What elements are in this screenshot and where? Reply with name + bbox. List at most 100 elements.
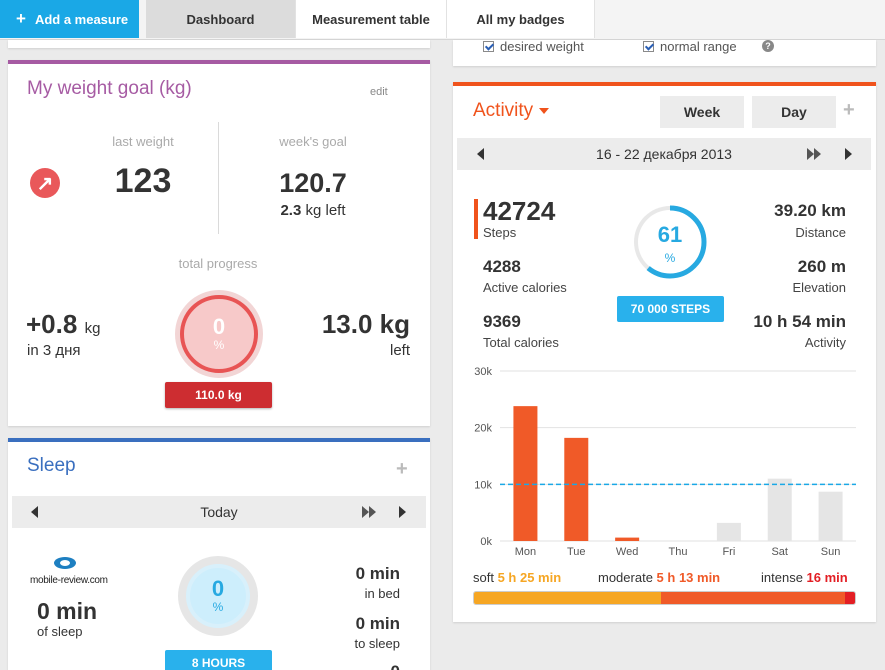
activity-title-dropdown[interactable]: Activity: [473, 100, 550, 122]
x-tick-label: Fri: [722, 546, 735, 558]
prev-arrow-icon[interactable]: [477, 148, 484, 160]
mobile-review-logo-text: mobile-review.com: [30, 575, 108, 586]
soft-segment: [474, 592, 661, 604]
checkbox-checked-icon[interactable]: [643, 41, 654, 52]
remaining-value: 13.0 kg: [321, 309, 410, 339]
in-bed-label: in bed: [364, 586, 400, 601]
distance-value: 39.20 km: [774, 201, 846, 220]
total-calories-value: 9369: [483, 312, 521, 331]
last-weight-label: last weight: [112, 134, 174, 149]
in-bed-value: 0 min: [355, 564, 400, 583]
plus-icon: +: [16, 9, 26, 28]
moderate-intensity: moderate 5 h 13 min: [598, 570, 720, 585]
activity-time-value: 10 h 54 min: [753, 312, 846, 331]
active-calories-value: 4288: [483, 257, 521, 276]
kg-left: 2.3 kg left: [248, 202, 378, 219]
weight-change-value: +0.8: [26, 309, 78, 339]
sleep-date-bar: Today: [12, 496, 426, 528]
moderate-label: moderate: [598, 570, 653, 585]
week-button[interactable]: Week: [660, 96, 744, 128]
weight-change-period: in 3 дня: [27, 342, 81, 359]
intense-intensity: intense 16 min: [761, 570, 848, 585]
x-tick-label: Tue: [567, 546, 586, 558]
bar-fri: [716, 522, 741, 541]
sleep-goal-badge: 8 HOURS: [165, 650, 272, 670]
weight-goal-title: My weight goal (kg): [27, 78, 192, 99]
weight-progress-ring: 0 %: [175, 290, 263, 378]
last-weight-value: 123: [114, 162, 172, 200]
tab-label: Measurement table: [312, 11, 430, 27]
fast-forward-icon[interactable]: [362, 506, 376, 518]
elevation-value: 260 m: [797, 257, 846, 276]
sleep-title: Sleep: [27, 455, 76, 476]
intensity-bar: [473, 591, 856, 605]
y-tick-label: 0k: [480, 536, 492, 548]
add-measure-label: Add a measure: [34, 11, 129, 27]
tab-all-my-badges[interactable]: All my badges: [447, 0, 595, 38]
moderate-segment: [660, 592, 846, 604]
sleep-duration-label: of sleep: [37, 624, 83, 639]
bar-sun: [818, 491, 843, 541]
bar-sat: [767, 478, 792, 541]
steps-label: Steps: [483, 225, 517, 240]
soft-value: 5 h 25 min: [497, 570, 562, 585]
add-sleep-button[interactable]: +: [396, 458, 408, 480]
remaining-label: left: [389, 342, 410, 359]
sleep-duration-value: 0 min: [37, 598, 98, 624]
tab-dashboard[interactable]: Dashboard: [146, 0, 296, 38]
steps-bar-chart: 0k 10k 20k 30k Mon Tue Wed Thu Fri Sat Sun: [474, 366, 856, 558]
distance-label: Distance: [795, 225, 846, 240]
help-icon[interactable]: ?: [762, 40, 774, 52]
to-sleep-value: 0 min: [355, 614, 400, 633]
fast-forward-icon[interactable]: [807, 148, 821, 160]
top-nav: + Add a measure Dashboard Measurement ta…: [0, 0, 885, 40]
total-calories-label: Total calories: [483, 335, 559, 350]
activity-date-range: 16 - 22 декабря 2013: [596, 146, 732, 162]
mobile-review-logo-icon: [52, 555, 78, 571]
desired-weight-option[interactable]: desired weight: [483, 38, 584, 56]
normal-range-option[interactable]: normal range: [643, 38, 737, 56]
intense-segment: [845, 592, 855, 604]
weeks-goal-label: week's goal: [279, 134, 347, 149]
moderate-value: 5 h 13 min: [656, 570, 721, 585]
total-progress-label: total progress: [178, 256, 258, 271]
kg-left-text: kg left: [305, 202, 346, 219]
sleep-card: Sleep + Today mobile-review.com 0 min of…: [8, 438, 430, 670]
tab-measurement-table[interactable]: Measurement table: [296, 0, 447, 38]
steps-progress-pct: 61: [657, 222, 683, 247]
sleep-progress-pct: 0: [211, 576, 225, 601]
activity-card: Activity Week Day + 16 - 22 декабря 2013…: [453, 82, 876, 622]
arrow-up-right-icon: ↗: [30, 168, 60, 198]
activity-date-bar: 16 - 22 декабря 2013: [457, 138, 871, 170]
weight-goal-card: My weight goal (kg) edit last weight ↗ 1…: [8, 60, 430, 426]
checkbox-checked-icon[interactable]: [483, 41, 494, 52]
sleep-progress-ring: 0 %: [178, 556, 258, 636]
steps-accent-bar: [474, 199, 478, 239]
edit-link[interactable]: edit: [370, 86, 388, 98]
steps-progress-ring: 61 %: [630, 202, 710, 282]
tab-label: Dashboard: [186, 11, 255, 27]
weight-progress-pct: 0: [212, 314, 226, 339]
next-arrow-icon[interactable]: [845, 148, 852, 160]
tab-label: All my badges: [476, 11, 565, 27]
bar-tue: [564, 437, 589, 541]
chevron-down-icon: [539, 108, 550, 114]
add-activity-button[interactable]: +: [843, 99, 855, 121]
next-arrow-icon[interactable]: [399, 506, 406, 518]
next-value: 0: [308, 662, 400, 670]
soft-intensity: soft 5 h 25 min: [473, 570, 561, 585]
weight-progress-symbol: %: [213, 338, 225, 352]
intense-label: intense: [761, 570, 803, 585]
weight-change: +0.8 kg: [26, 309, 100, 340]
add-measure-button[interactable]: + Add a measure: [0, 0, 139, 38]
to-sleep-label: to sleep: [354, 636, 400, 651]
day-button[interactable]: Day: [752, 96, 836, 128]
target-weight-badge: 110.0 kg: [165, 382, 272, 408]
prev-arrow-icon[interactable]: [31, 506, 38, 518]
bar-wed: [615, 537, 640, 541]
x-tick-label: Thu: [669, 546, 688, 558]
x-tick-label: Wed: [616, 546, 638, 558]
active-calories-label: Active calories: [483, 280, 567, 295]
elevation-label: Elevation: [792, 280, 846, 295]
steps-goal-badge: 70 000 STEPS: [617, 296, 724, 322]
